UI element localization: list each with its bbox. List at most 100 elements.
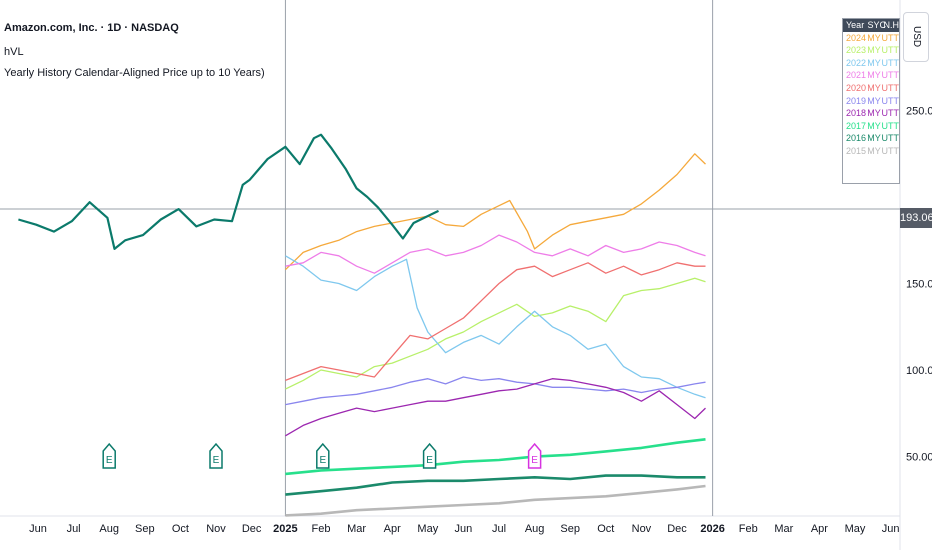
year-table-cell-a: MY xyxy=(867,95,881,106)
year-table-cell-year: 2020 xyxy=(846,82,867,93)
year-table-row: 2023 MY UTT xyxy=(843,44,899,57)
earnings-marker-label: E xyxy=(426,455,433,466)
year-series-line-2020 xyxy=(285,262,706,382)
x-tick-label: Mar xyxy=(774,523,793,535)
year-table-cell-b: UTT xyxy=(881,108,900,119)
year-table-cell-b: UTT xyxy=(881,95,900,106)
year-table-header-syc: SYC xyxy=(867,20,887,30)
x-tick-label: Aug xyxy=(525,523,545,535)
y-tick-label: 100.00 xyxy=(906,365,932,377)
year-table-cell-year: 2021 xyxy=(846,70,867,81)
year-table-cell-year: 2017 xyxy=(846,120,867,131)
x-tick-label: Jul xyxy=(492,523,506,535)
year-table-cell-year: 2023 xyxy=(846,45,867,56)
year-table-cell-a: MY xyxy=(867,32,881,43)
year-table-header-year: Year xyxy=(846,20,865,30)
x-tick-label: Nov xyxy=(206,523,226,535)
x-tick-label: Aug xyxy=(99,523,119,535)
earnings-marker-shape xyxy=(422,442,437,469)
year-table-row: 2021 MY UTT xyxy=(843,69,899,82)
year-table-cell-a: MY xyxy=(867,70,881,81)
x-tick-label: Jun xyxy=(882,523,900,535)
year-table-cell-a: MY xyxy=(867,120,881,131)
year-series-line-2018 xyxy=(285,378,706,437)
earnings-marker[interactable]: E xyxy=(316,442,330,469)
earnings-marker[interactable]: E xyxy=(527,442,542,469)
year-table-cell-year: 2019 xyxy=(846,95,867,106)
year-series-line-2024 xyxy=(284,153,706,271)
year-table-cell-b: UTT xyxy=(881,120,900,131)
earnings-marker-shape xyxy=(209,442,223,469)
year-table-cell-year: 2022 xyxy=(846,57,867,68)
year-table: Year SYC N.H 2024 MY UTT 2023 MY UTT 2022 MY UTT… xyxy=(842,18,900,184)
year-series-line-2022 xyxy=(285,255,706,399)
earnings-marker-shape xyxy=(527,442,542,469)
year-table-cell-year: 2024 xyxy=(846,32,867,43)
earnings-marker-label: E xyxy=(106,455,113,466)
earnings-marker[interactable]: E xyxy=(209,442,223,469)
symbol-title[interactable]: Amazon.com, Inc. · 1D · NASDAQ xyxy=(4,22,179,34)
year-table-header: Year SYC N.H xyxy=(843,19,899,32)
year-table-cell-year: 2016 xyxy=(846,133,867,144)
year-series-line-2021 xyxy=(285,234,706,274)
year-table-cell-year: 2018 xyxy=(846,108,867,119)
y-tick-label: 50.00 xyxy=(906,452,932,464)
indicator-label-1[interactable]: hVL xyxy=(4,46,24,58)
earnings-marker[interactable]: E xyxy=(102,442,116,469)
year-table-cell-a: MY xyxy=(867,57,881,68)
x-tick-label: Nov xyxy=(632,523,652,535)
year-series-line-2023 xyxy=(285,277,706,390)
year-table-cell-a: MY xyxy=(867,108,881,119)
currency-button[interactable]: USD xyxy=(903,12,929,62)
year-table-row: 2020 MY UTT xyxy=(843,82,899,95)
x-tick-label: Feb xyxy=(312,523,331,535)
year-table-row: 2022 MY UTT xyxy=(843,57,899,70)
x-tick-label: May xyxy=(417,523,438,535)
year-series-line-2015 xyxy=(285,484,706,517)
year-table-cell-b: UTT xyxy=(881,45,900,56)
y-tick-label: 250.00 xyxy=(906,106,932,118)
year-series-line-2017 xyxy=(285,438,706,476)
earnings-marker-label: E xyxy=(213,455,220,466)
year-table-row: 2019 MY UTT xyxy=(843,95,899,108)
y-tick-label: 150.00 xyxy=(906,279,932,291)
year-table-cell-b: UTT xyxy=(881,82,900,93)
x-tick-label: Sep xyxy=(135,523,155,535)
x-tick-label: Oct xyxy=(597,523,614,535)
year-table-header-nh: N.H xyxy=(883,20,900,30)
earnings-marker-shape xyxy=(102,442,116,469)
year-table-body: 2024 MY UTT 2023 MY UTT 2022 MY UTT 2021 MY UTT 2020… xyxy=(843,32,899,158)
x-tick-label: Apr xyxy=(384,523,401,535)
x-tick-label: Dec xyxy=(242,523,262,535)
year-table-row: 2017 MY UTT xyxy=(843,120,899,133)
year-series-line-2016 xyxy=(285,474,706,496)
year-table-cell-a: MY xyxy=(867,82,881,93)
year-table-cell-a: MY xyxy=(867,145,881,156)
year-table-row: 2024 MY UTT xyxy=(843,32,899,45)
x-tick-label: Jul xyxy=(67,523,81,535)
x-tick-label: Mar xyxy=(347,523,366,535)
indicator-label-2[interactable]: Yearly History Calendar-Aligned Price up… xyxy=(4,67,265,79)
year-table-cell-b: UTT xyxy=(881,70,900,81)
x-tick-label: May xyxy=(845,523,866,535)
x-tick-label: Apr xyxy=(811,523,828,535)
year-table-cell-b: UTT xyxy=(881,32,900,43)
earnings-marker-label: E xyxy=(531,455,538,466)
x-tick-label: Feb xyxy=(739,523,758,535)
year-table-cell-b: UTT xyxy=(881,57,900,68)
year-table-cell-year: 2015 xyxy=(846,145,867,156)
current-price-badge: 193.06 xyxy=(900,208,932,228)
x-tick-label: Sep xyxy=(560,523,580,535)
earnings-marker[interactable]: E xyxy=(422,442,437,469)
x-tick-label: Jun xyxy=(29,523,47,535)
x-tick-label: Dec xyxy=(667,523,687,535)
year-table-cell-b: UTT xyxy=(881,145,900,156)
x-tick-label: 2025 xyxy=(273,523,297,535)
x-tick-label: Oct xyxy=(172,523,189,535)
year-series-line-2019 xyxy=(285,376,706,406)
year-table-row: 2016 MY UTT xyxy=(843,132,899,145)
price-series-line xyxy=(18,133,439,250)
year-table-row: 2015 MY UTT xyxy=(843,145,899,158)
